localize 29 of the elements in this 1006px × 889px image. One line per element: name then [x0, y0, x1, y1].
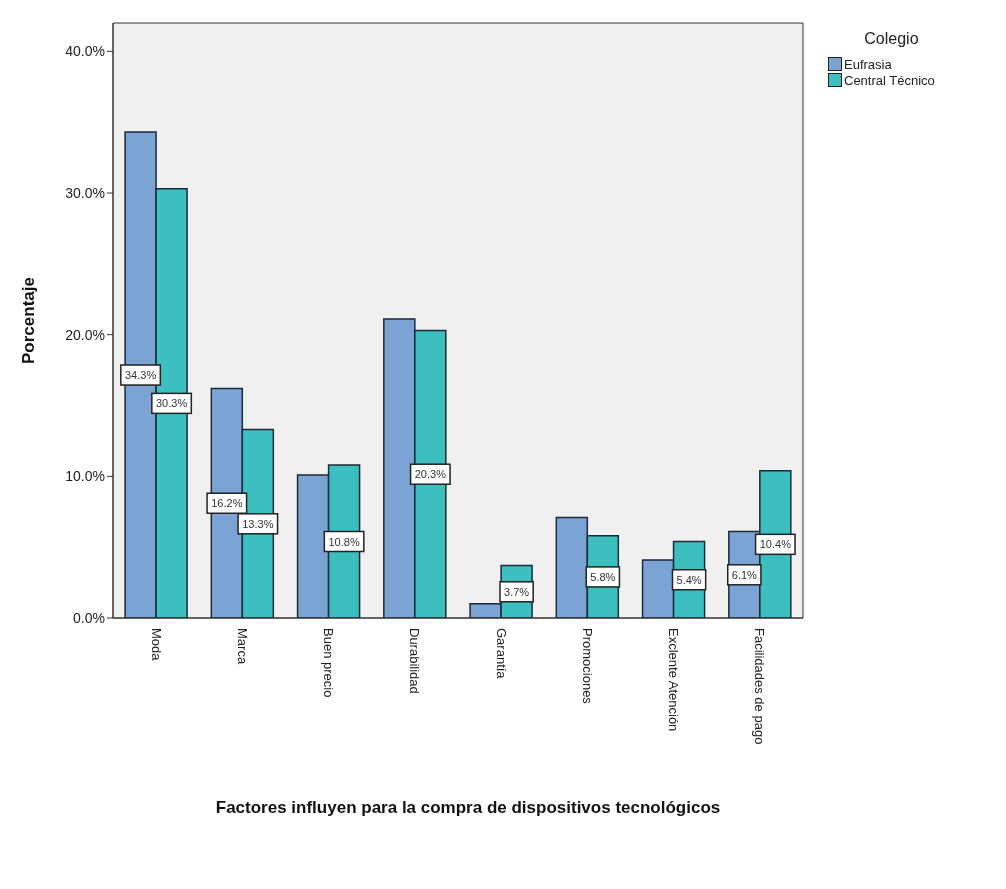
y-axis-title: Porcentaje	[19, 277, 39, 364]
data-label: 6.1%	[731, 568, 758, 581]
legend-label: Eufrasia	[844, 56, 892, 72]
x-tick-label: Marca	[234, 628, 250, 665]
data-label: 16.2%	[211, 497, 243, 510]
x-tick-label: Buen precio	[321, 628, 337, 698]
x-tick-label: Moda	[148, 628, 164, 662]
y-tick-label: 0.0%	[73, 609, 105, 626]
data-label: 10.4%	[759, 538, 792, 551]
data-label: 34.3%	[124, 369, 157, 382]
legend-title: Colegio	[863, 30, 920, 48]
y-tick-label: 20.0%	[65, 326, 105, 343]
data-label: 30.3%	[155, 397, 188, 410]
x-tick-label: Durabilidad	[407, 628, 423, 694]
data-label: 3.7%	[504, 585, 530, 598]
data-label: 5.4%	[676, 573, 702, 586]
y-tick-label: 30.0%	[65, 184, 105, 201]
x-axis-title: Factores influyen para la compra de dispositivos tecnológicos	[214, 798, 722, 818]
data-label: 20.3%	[414, 468, 447, 481]
y-tick-label: 10.0%	[65, 468, 105, 485]
data-label: 5.8%	[590, 570, 616, 583]
data-label: 13.3%	[242, 517, 274, 530]
y-tick-label: 40.0%	[65, 43, 105, 60]
x-tick-label: Promociones	[579, 628, 595, 705]
data-label: 10.8%	[328, 535, 360, 548]
legend-label: Central Técnico	[844, 72, 935, 88]
x-tick-label: Facilidades de pago	[752, 628, 768, 745]
x-tick-label: Garantía	[493, 628, 509, 680]
x-tick-label: Exclente Atención	[666, 628, 682, 732]
